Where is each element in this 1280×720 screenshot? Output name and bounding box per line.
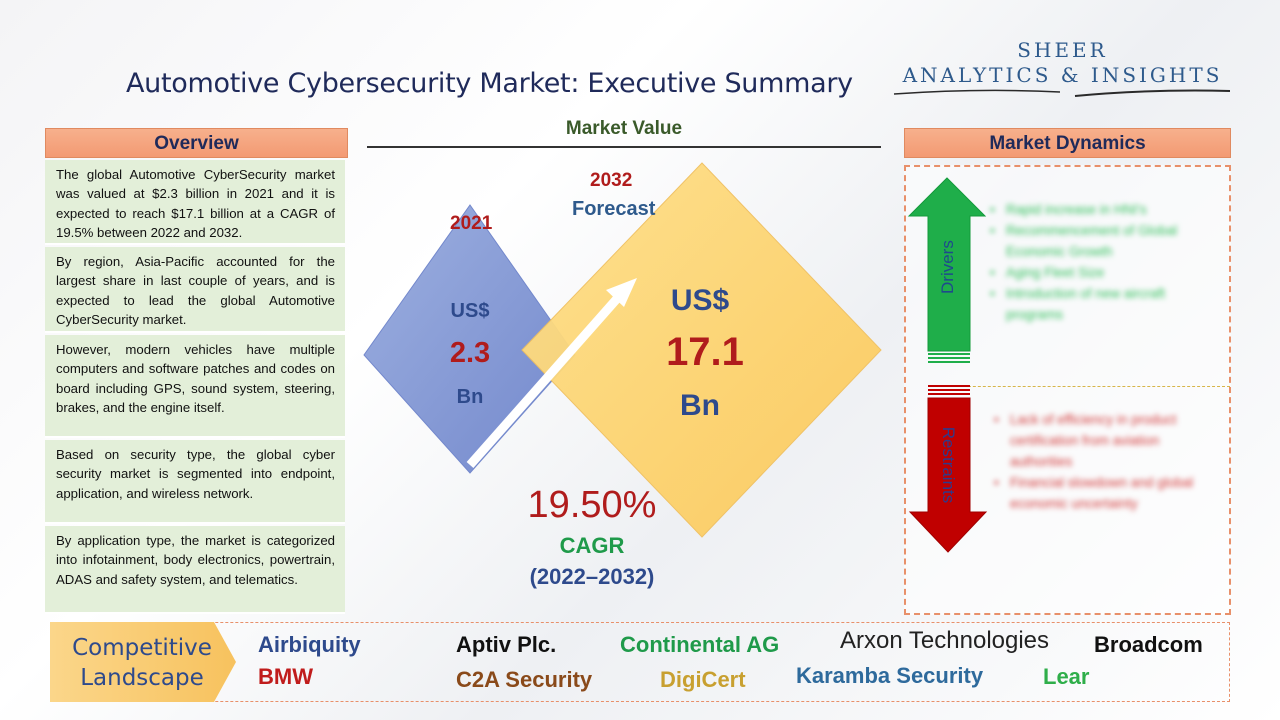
competitive-landscape-label: Competitive Landscape <box>62 633 222 693</box>
forecast-currency: US$ <box>670 284 730 317</box>
base-year: 2021 <box>450 213 493 234</box>
forecast-unit: Bn <box>680 389 720 422</box>
driver-item: Rapid increase in HNI's <box>990 199 1215 220</box>
company-name: Continental AG <box>620 632 780 657</box>
company-name: Aptiv Plc. <box>456 632 557 657</box>
cagr-range: (2022–2032) <box>529 564 655 589</box>
logo-line1: SHEER <box>1017 38 1108 62</box>
overview-paragraph: The global Automotive CyberSecurity mark… <box>45 160 345 245</box>
company-name: BMW <box>258 664 313 689</box>
restraints-arrow-icon <box>908 397 988 553</box>
market-value-divider <box>367 146 881 148</box>
forecast-year: 2032 <box>590 170 633 191</box>
drivers-list: Rapid increase in HNI's Recommencement o… <box>990 199 1215 325</box>
company-name: Broadcom <box>1094 632 1203 657</box>
forecast-value: 17.1 <box>666 330 744 374</box>
competitive-label-line1: Competitive <box>72 635 212 661</box>
company-name: Airbiquity <box>258 632 361 657</box>
company-logo: SHEER ANALYTICS & INSIGHTS <box>890 38 1235 102</box>
restraints-label: Restraints <box>939 426 958 504</box>
restraints-list: Lack of efficiency in product certificat… <box>994 409 1216 514</box>
driver-item: Aging Fleet Size <box>990 262 1215 283</box>
dynamics-divider <box>928 386 1230 387</box>
market-value-graphic <box>363 162 882 538</box>
logo-swoosh-icon <box>893 89 1231 97</box>
company-name: Arxon Technologies <box>840 627 1050 654</box>
diamond-2032 <box>521 162 882 538</box>
competitive-label-line2: Landscape <box>80 665 204 691</box>
logo-line2: ANALYTICS & INSIGHTS <box>902 63 1223 87</box>
drivers-label: Drivers <box>938 240 957 294</box>
cagr-label: CAGR <box>559 533 625 558</box>
base-value: 2.3 <box>449 337 491 369</box>
overview-paragraph: Based on security type, the global cyber… <box>45 440 345 524</box>
market-value-title: Market Value <box>565 118 683 139</box>
competitive-landscape-chevron <box>50 622 236 702</box>
company-name: Karamba Security <box>796 663 984 688</box>
forecast-label: Forecast <box>572 198 656 220</box>
overview-paragraph: However, modern vehicles have multiple c… <box>45 335 345 438</box>
overview-header: Overview <box>45 128 348 158</box>
growth-arrow-icon <box>466 290 626 468</box>
overview-paragraph: By application type, the market is categ… <box>45 526 345 614</box>
page-title: Automotive Cybersecurity Market: Executi… <box>126 68 853 99</box>
drivers-arrow-icon <box>907 177 987 352</box>
company-name: DigiCert <box>660 667 746 692</box>
cagr-value: 19.50% <box>527 484 657 526</box>
company-name: C2A Security <box>456 667 593 692</box>
restraint-item: Lack of efficiency in product certificat… <box>994 409 1216 472</box>
base-unit: Bn <box>456 386 484 408</box>
market-dynamics-header: Market Dynamics <box>904 128 1231 158</box>
overview-paragraph: By region, Asia-Pacific accounted for th… <box>45 247 345 333</box>
company-name: Lear <box>1043 664 1090 689</box>
base-currency: US$ <box>450 300 490 322</box>
driver-item: Introduction of new aircraft programs <box>990 283 1215 325</box>
restraint-item: Financial slowdown and global economic u… <box>994 472 1216 514</box>
driver-item: Recommencement of Global Economic Growth <box>990 220 1215 262</box>
growth-arrow-head-icon <box>606 278 637 307</box>
dynamics-arrows <box>907 177 988 553</box>
